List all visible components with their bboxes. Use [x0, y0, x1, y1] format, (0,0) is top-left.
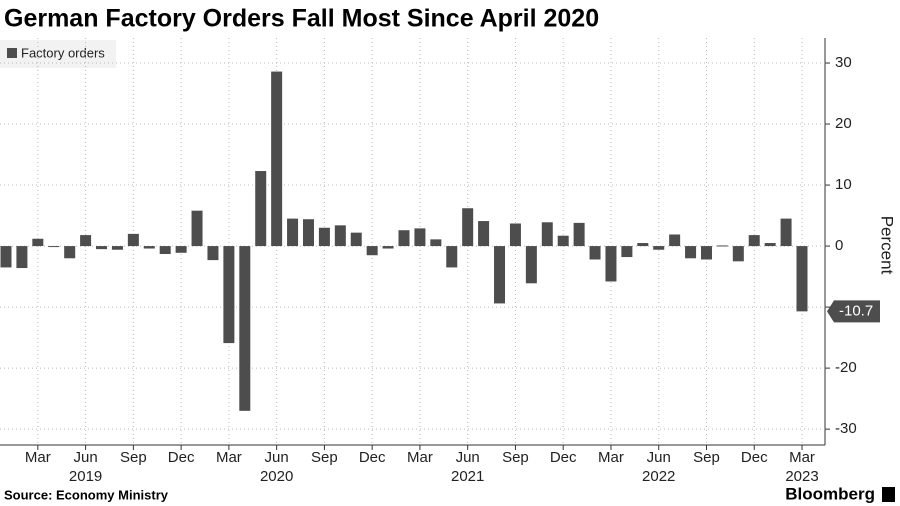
bar [589, 246, 601, 260]
bar [478, 221, 490, 247]
x-year-label: 2022 [642, 468, 675, 485]
bar [271, 71, 283, 247]
bar [462, 208, 474, 247]
bar [16, 246, 28, 269]
bar [48, 246, 60, 248]
bar [605, 246, 617, 282]
source: Source: Economy Ministry [4, 487, 169, 502]
bar [223, 246, 235, 344]
y-tick-label: 30 [835, 54, 852, 71]
y-tick-label: -20 [835, 359, 857, 376]
y-axis-label: Percent [878, 216, 897, 275]
x-tick-label: Mar [25, 449, 51, 466]
bar [127, 233, 139, 247]
x-tick-label: Jun [74, 449, 98, 466]
bar [255, 171, 267, 247]
bar [748, 235, 760, 247]
bar [366, 246, 378, 256]
x-year-label: 2021 [451, 468, 484, 485]
x-tick-label: Mar [407, 449, 433, 466]
brand: Bloomberg [785, 484, 875, 503]
x-tick-label: Mar [216, 449, 242, 466]
bar [621, 246, 633, 258]
bar [414, 228, 426, 247]
bar [446, 246, 458, 268]
bar [32, 238, 44, 247]
y-tick-label: -30 [835, 420, 857, 437]
bar [0, 246, 12, 268]
bar [382, 246, 394, 249]
bar [796, 246, 808, 312]
x-tick-label: Mar [789, 449, 815, 466]
bar [669, 234, 681, 247]
legend-label: Factory orders [21, 45, 105, 60]
value-label: -10.7 [839, 302, 873, 319]
bar [334, 225, 346, 247]
bar [239, 246, 251, 411]
x-tick-label: Dec [359, 449, 386, 466]
bar [80, 235, 92, 247]
bar [541, 222, 553, 247]
bar [509, 223, 521, 247]
bar [318, 227, 330, 247]
y-tick-label: 20 [835, 115, 852, 132]
bar [780, 218, 792, 247]
x-tick-label: Jun [265, 449, 289, 466]
x-tick-label: Mar [598, 449, 624, 466]
bar [573, 222, 585, 247]
x-tick-label: Sep [120, 449, 147, 466]
bar [302, 219, 314, 247]
bar [143, 246, 155, 249]
bar [96, 246, 108, 250]
brand-icon [882, 487, 895, 502]
x-tick-label: Sep [502, 449, 529, 466]
legend-swatch [7, 48, 17, 58]
x-tick-label: Sep [311, 449, 338, 466]
bar [653, 246, 665, 250]
bar [191, 210, 203, 247]
y-tick-label: 0 [835, 237, 843, 254]
bar [430, 239, 442, 247]
x-year-label: 2023 [785, 468, 818, 485]
x-tick-label: Jun [647, 449, 671, 466]
bar [764, 243, 776, 247]
bar [716, 245, 728, 247]
bar [732, 246, 744, 262]
x-tick-label: Dec [168, 449, 195, 466]
bar [111, 246, 123, 250]
x-year-label: 2019 [69, 468, 102, 485]
bar [525, 246, 537, 284]
x-tick-label: Sep [693, 449, 720, 466]
bar [350, 232, 362, 247]
bar [494, 246, 506, 304]
x-tick-label: Jun [456, 449, 480, 466]
bar [287, 218, 299, 247]
chart-title: German Factory Orders Fall Most Since Ap… [4, 5, 599, 33]
value-callout [827, 300, 880, 323]
bar [700, 246, 712, 260]
x-year-label: 2020 [260, 468, 293, 485]
bar [398, 230, 410, 247]
bar [207, 246, 219, 261]
bar [685, 246, 697, 259]
x-tick-label: Dec [741, 449, 768, 466]
x-tick-label: Dec [550, 449, 577, 466]
bar [159, 246, 171, 255]
bar [175, 246, 187, 253]
bar [637, 243, 649, 247]
bar [64, 246, 76, 259]
bar [557, 235, 569, 247]
y-tick-label: 10 [835, 176, 852, 193]
